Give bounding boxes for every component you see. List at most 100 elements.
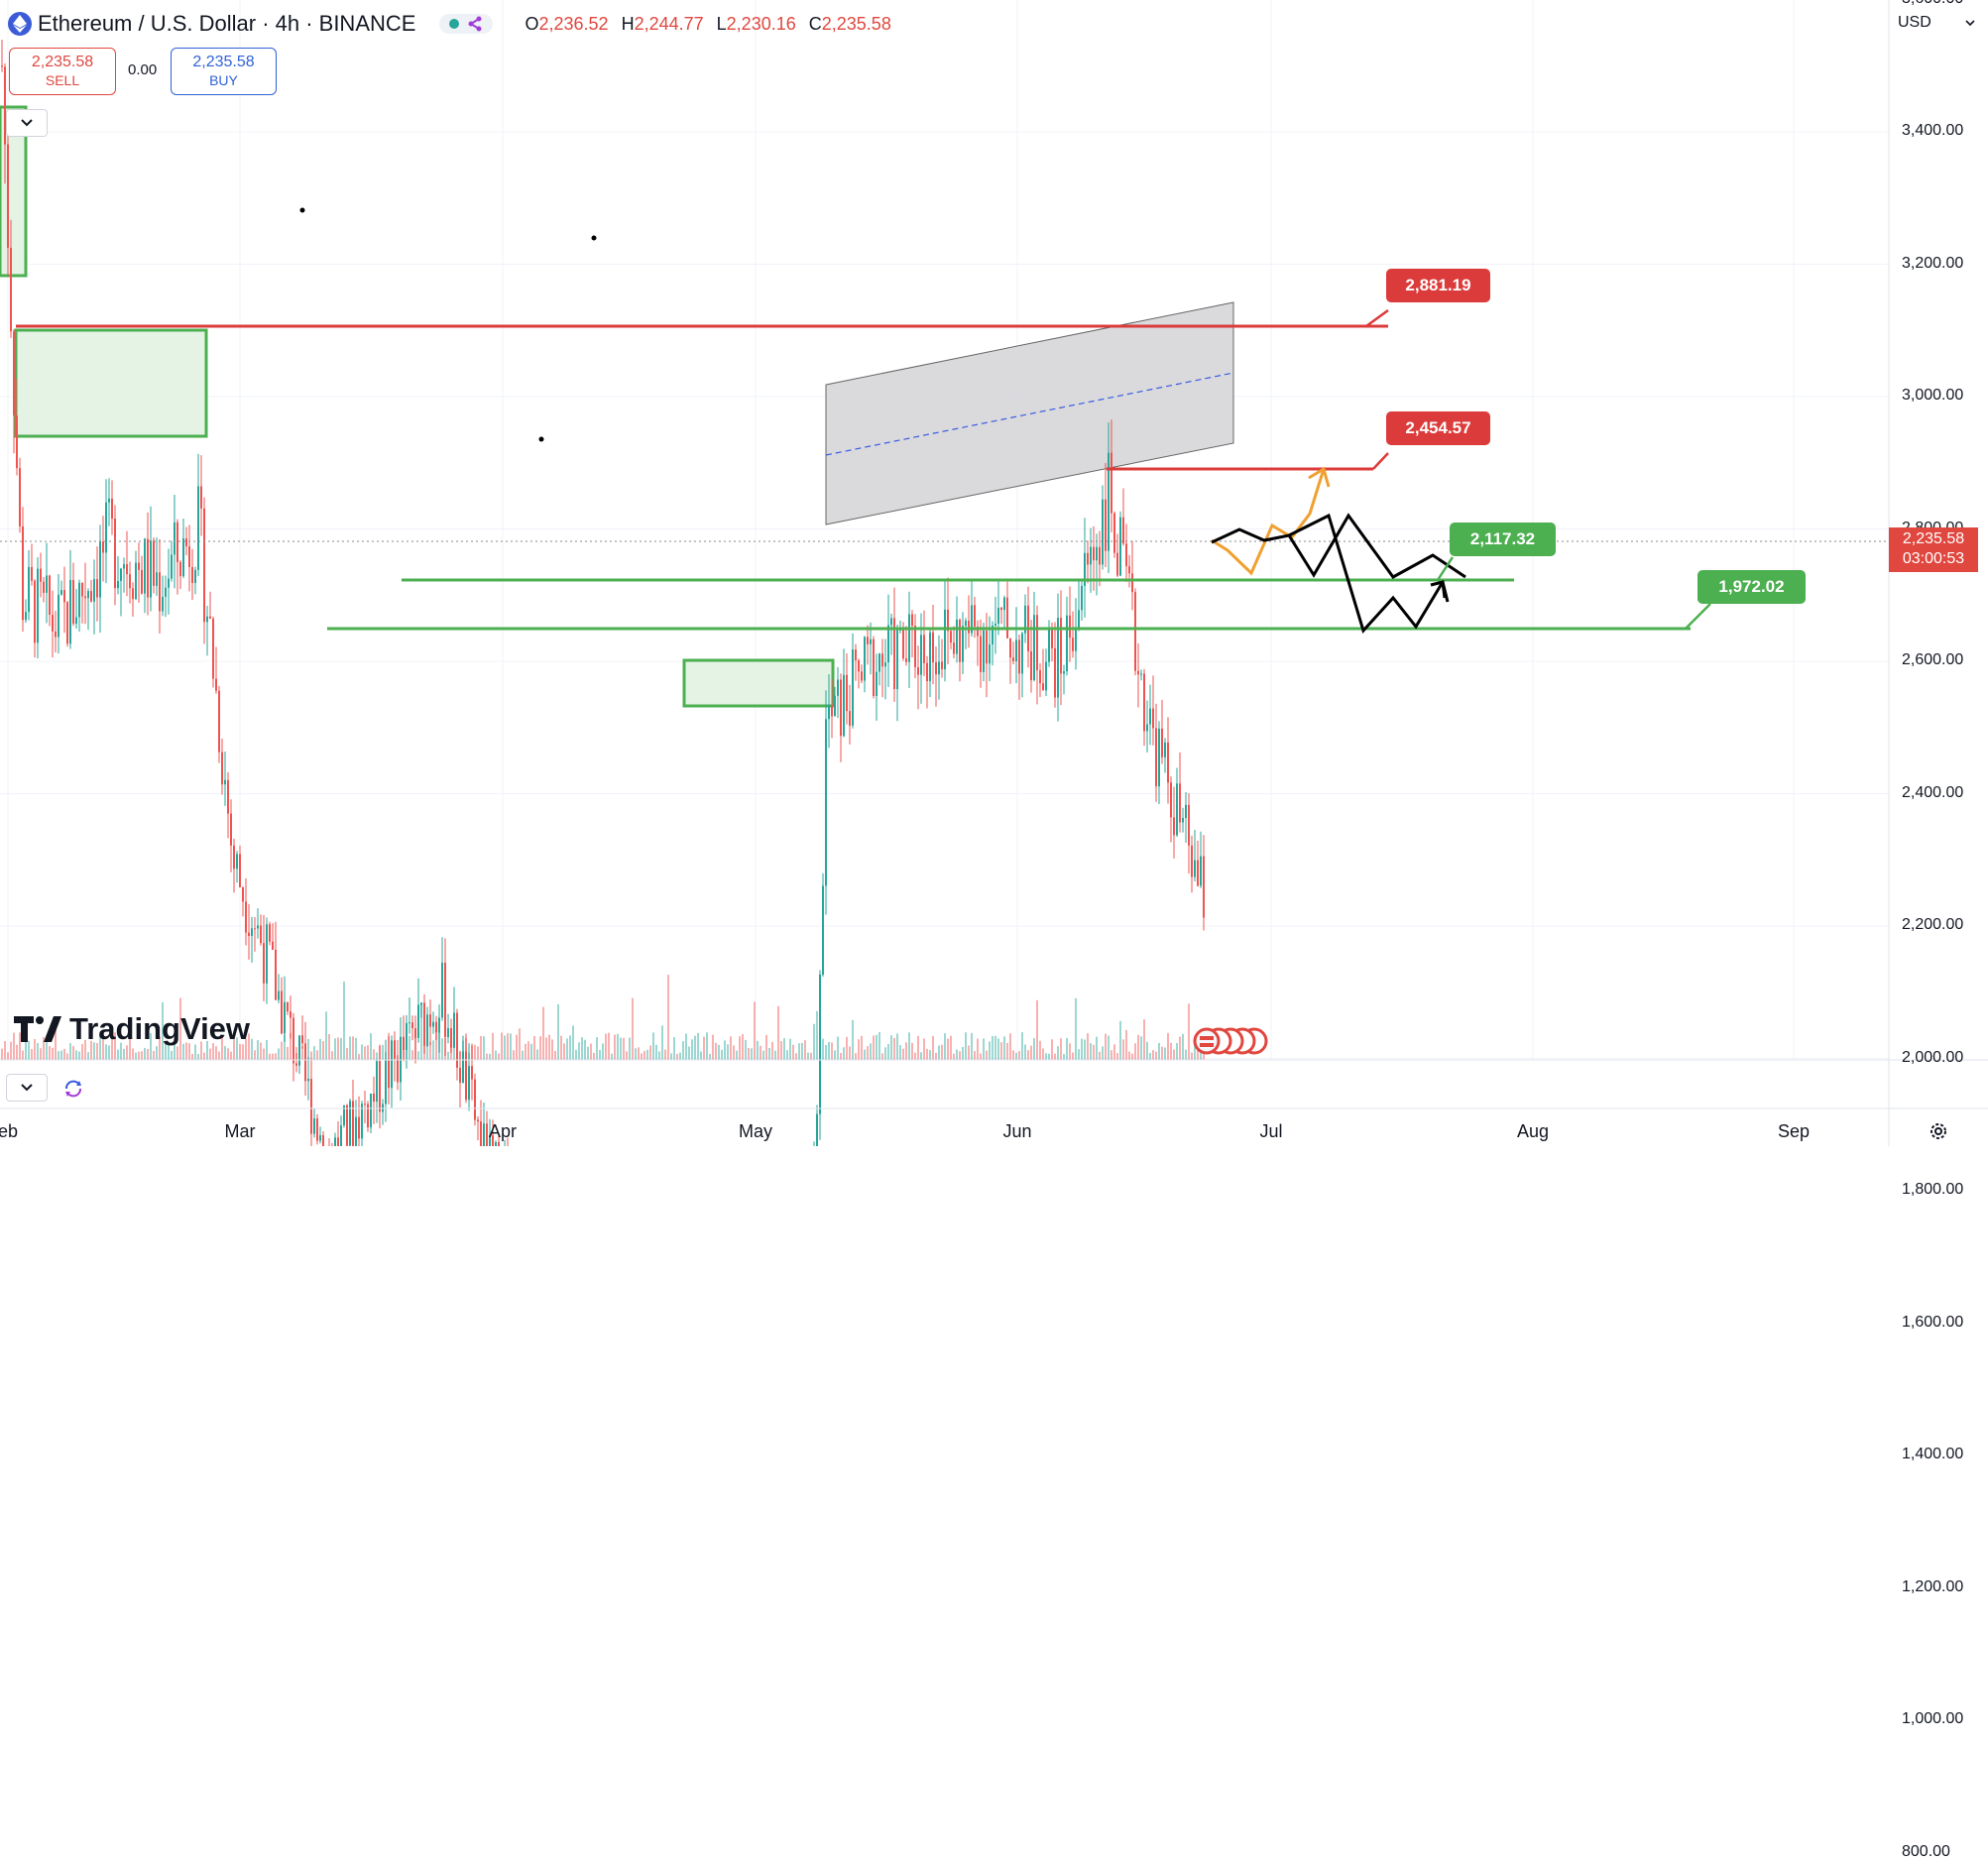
candle-body bbox=[304, 1043, 306, 1082]
candle-body bbox=[153, 540, 155, 586]
volume-bar bbox=[159, 1036, 161, 1060]
volume-bar bbox=[96, 1043, 98, 1060]
volume-bar bbox=[1000, 1042, 1002, 1060]
candle-body bbox=[1164, 742, 1166, 757]
volume-bar bbox=[667, 975, 669, 1060]
volume-bar bbox=[58, 1051, 59, 1060]
candle-body bbox=[1105, 499, 1107, 551]
collapse-bottom-button[interactable] bbox=[6, 1074, 48, 1102]
volume-bar bbox=[768, 1047, 770, 1060]
volume-bar bbox=[206, 1040, 208, 1060]
candle-body bbox=[858, 660, 860, 672]
candle-body bbox=[179, 561, 181, 577]
volume-bar bbox=[855, 1053, 857, 1060]
volume-bar bbox=[1122, 1039, 1124, 1060]
volume-bar bbox=[962, 1046, 964, 1060]
volume-bar bbox=[364, 1046, 366, 1060]
currency-select[interactable]: USD bbox=[1892, 8, 1981, 38]
candle-body bbox=[474, 1079, 476, 1120]
candle-body bbox=[1203, 856, 1205, 918]
candle-body bbox=[1039, 670, 1041, 684]
volume-bar bbox=[733, 1045, 735, 1060]
candle-body bbox=[254, 928, 256, 930]
volume-bar bbox=[813, 1023, 815, 1060]
volume-bar bbox=[896, 1033, 898, 1060]
volume-bar bbox=[661, 1025, 663, 1060]
gear-icon[interactable] bbox=[1927, 1119, 1950, 1143]
refresh-icon[interactable] bbox=[61, 1077, 85, 1101]
candle-body bbox=[263, 943, 265, 984]
candle-body bbox=[1087, 552, 1089, 565]
volume-bar bbox=[929, 1050, 931, 1060]
volume-bar bbox=[670, 1053, 672, 1060]
volume-bar bbox=[881, 1053, 883, 1060]
collapse-indicators-button[interactable] bbox=[6, 109, 48, 137]
sell-button[interactable]: 2,235.58 SELL bbox=[9, 48, 116, 95]
volume-bar bbox=[251, 1038, 253, 1060]
volume-bar bbox=[587, 1046, 589, 1060]
volume-bar bbox=[272, 1053, 274, 1060]
candle-body bbox=[831, 704, 833, 717]
volume-bar bbox=[947, 1038, 949, 1060]
volume-bar bbox=[1134, 1043, 1136, 1060]
volume-bar bbox=[780, 1041, 782, 1060]
volume-bar bbox=[200, 1041, 202, 1060]
candle-body bbox=[849, 711, 851, 726]
market-open-icon bbox=[449, 19, 460, 29]
volume-bar bbox=[542, 1006, 544, 1060]
candle-body bbox=[902, 630, 904, 659]
volume-bar bbox=[682, 1041, 684, 1060]
volume-bar bbox=[93, 1042, 95, 1060]
level-label-support[interactable]: 2,117.32 bbox=[1450, 523, 1556, 556]
projection-path bbox=[1211, 513, 1466, 579]
candle-body bbox=[227, 779, 229, 814]
volume-bar bbox=[932, 1035, 934, 1060]
volume-bar bbox=[751, 1048, 753, 1060]
chart-canvas[interactable] bbox=[0, 0, 1988, 1146]
volume-bar bbox=[786, 1050, 788, 1060]
candle-body bbox=[72, 579, 74, 625]
volume-bar bbox=[575, 1049, 577, 1060]
volume-bar bbox=[920, 1052, 922, 1060]
level-label-resistance-high[interactable]: 2,881.19 bbox=[1386, 269, 1490, 302]
event-flags-icon[interactable] bbox=[1193, 1027, 1268, 1055]
volume-bar bbox=[1054, 1053, 1056, 1060]
candle-body bbox=[316, 1118, 318, 1141]
candle-body bbox=[310, 1078, 312, 1134]
candle-body bbox=[1012, 657, 1014, 662]
volume-bar bbox=[81, 1044, 83, 1060]
symbol-title[interactable]: Ethereum / U.S. Dollar · 4h · BINANCE bbox=[38, 11, 416, 36]
volume-bar bbox=[343, 981, 345, 1060]
candle-body bbox=[1111, 452, 1112, 514]
volume-bar bbox=[90, 1040, 92, 1060]
volume-bar bbox=[132, 1048, 134, 1060]
buy-button[interactable]: 2,235.58 BUY bbox=[171, 48, 277, 95]
tradingview-logo[interactable]: TradingView bbox=[14, 1011, 250, 1047]
volume-bar bbox=[1093, 1044, 1095, 1060]
market-status[interactable] bbox=[439, 14, 494, 34]
volume-bar bbox=[168, 1042, 170, 1060]
candle-body bbox=[896, 630, 898, 690]
level-label-support-low[interactable]: 1,972.02 bbox=[1697, 570, 1806, 604]
level-label-resistance[interactable]: 2,454.57 bbox=[1386, 411, 1490, 445]
volume-bar bbox=[84, 1039, 86, 1060]
candle-body bbox=[1179, 783, 1181, 823]
volume-bar bbox=[1182, 1033, 1184, 1060]
candle-body bbox=[292, 1017, 294, 1064]
candle-body bbox=[843, 674, 845, 737]
volume-bar bbox=[861, 1035, 863, 1060]
volume-bar bbox=[355, 1037, 357, 1060]
candle-body bbox=[1066, 615, 1068, 672]
volume-bar bbox=[123, 1048, 125, 1060]
volume-bar bbox=[992, 1035, 994, 1060]
candle-body bbox=[1084, 552, 1086, 586]
volume-bar bbox=[203, 1052, 205, 1060]
volume-bar bbox=[917, 1035, 919, 1060]
candle-body bbox=[162, 596, 164, 612]
volume-bar bbox=[150, 1033, 152, 1060]
candle-body bbox=[272, 941, 274, 950]
volume-bar bbox=[688, 1046, 690, 1060]
candle-body bbox=[1102, 499, 1104, 565]
price-tick: 3,200.00 bbox=[1902, 254, 1964, 272]
volume-bar bbox=[52, 1047, 54, 1060]
